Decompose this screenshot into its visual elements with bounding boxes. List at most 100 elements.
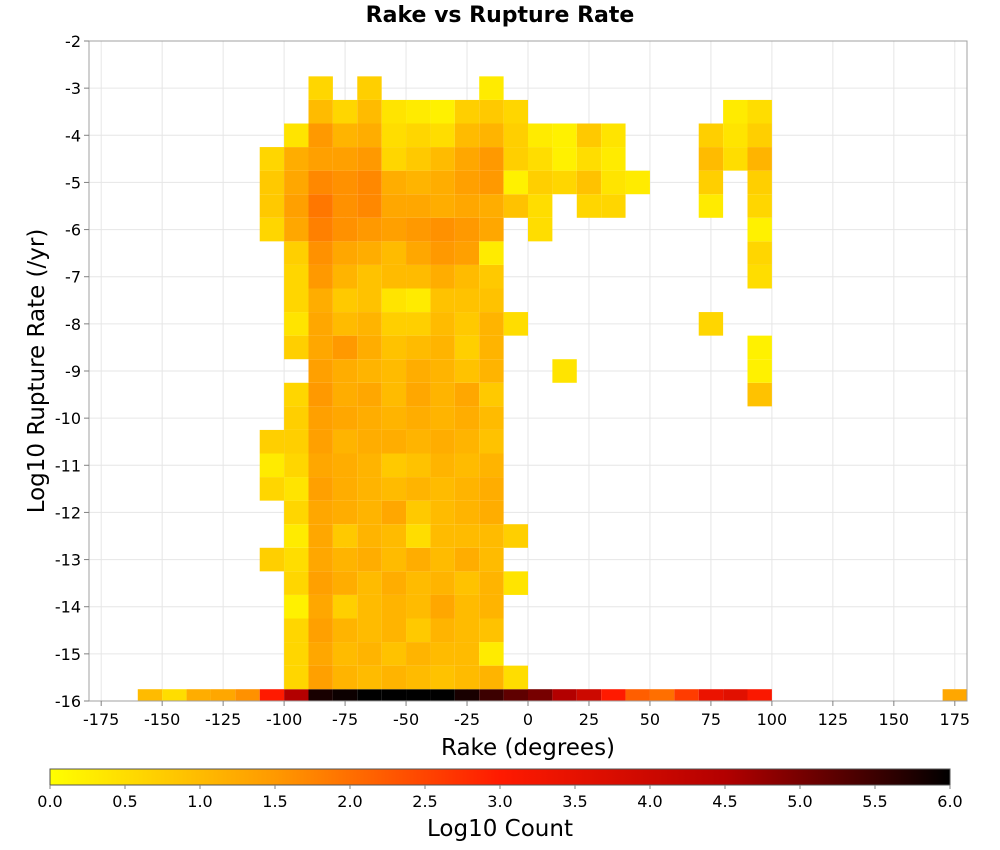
heatmap-cell: [406, 406, 431, 430]
heatmap-cell: [430, 594, 455, 619]
heatmap-cell: [430, 99, 455, 124]
heatmap-cell: [747, 217, 772, 242]
heatmap-cell: [259, 194, 285, 218]
heatmap-cell: [454, 689, 480, 701]
x-tick-label: 100: [757, 710, 788, 729]
heatmap-cell: [503, 123, 528, 148]
heatmap-cell: [381, 312, 407, 336]
heatmap-cell: [528, 194, 553, 218]
heatmap-cell: [332, 335, 358, 360]
heatmap-cell: [381, 618, 407, 643]
heatmap-cell: [479, 477, 504, 501]
heatmap-cell: [406, 547, 431, 572]
heatmap-cell: [454, 406, 480, 430]
y-tick-label: -13: [55, 551, 81, 570]
x-tick-label: -75: [332, 710, 358, 729]
heatmap-cell: [503, 665, 528, 690]
heatmap-cell: [332, 194, 358, 218]
heatmap-cell: [308, 524, 333, 548]
heatmap-cell: [259, 689, 285, 701]
heatmap-cell: [308, 99, 333, 124]
heatmap-cell: [674, 689, 699, 701]
heatmap-cell: [357, 524, 382, 548]
heatmap-cell: [503, 571, 528, 595]
heatmap-cell: [332, 524, 358, 548]
heatmap-cell: [381, 689, 407, 701]
heatmap-cell: [284, 123, 309, 148]
colorbar-tick-label: 5.0: [787, 792, 812, 811]
heatmap-cell: [308, 429, 333, 454]
heatmap-cell: [284, 689, 309, 701]
heatmap-cell: [430, 194, 455, 218]
heatmap-cell: [162, 689, 187, 701]
heatmap-cell: [406, 477, 431, 501]
heatmap-cell: [381, 477, 407, 501]
colorbar-tick-label: 4.5: [712, 792, 737, 811]
heatmap-cell: [454, 618, 480, 643]
heatmap-cell: [137, 689, 163, 701]
heatmap-cell: [406, 288, 431, 313]
heatmap-cell: [381, 170, 407, 195]
heatmap-cell: [357, 618, 382, 643]
heatmap-cell: [381, 453, 407, 478]
colorbar-label: Log10 Count: [427, 816, 573, 842]
heatmap-cell: [479, 618, 504, 643]
heatmap-cell: [479, 689, 504, 701]
heatmap-cell: [210, 689, 236, 701]
heatmap-cell: [430, 571, 455, 595]
heatmap-cell: [528, 217, 553, 242]
heatmap-cell: [308, 571, 333, 595]
heatmap-cell: [332, 618, 358, 643]
heatmap-cell: [381, 406, 407, 430]
heatmap-cell: [503, 147, 528, 171]
y-tick-label: -16: [55, 692, 81, 711]
heatmap-cell: [332, 547, 358, 572]
heatmap-cell: [357, 194, 382, 218]
heatmap-cell: [406, 99, 431, 124]
heatmap-cell: [552, 123, 577, 148]
heatmap-cell: [747, 335, 772, 360]
heatmap-cell: [284, 642, 309, 666]
heatmap-cell: [381, 194, 407, 218]
heatmap-cell: [406, 264, 431, 289]
heatmap-cell: [284, 571, 309, 595]
heatmap-cell: [332, 594, 358, 619]
heatmap-cell: [479, 288, 504, 313]
heatmap-cell: [454, 594, 480, 619]
heatmap-cell: [576, 689, 602, 701]
heatmap-cell: [503, 99, 528, 124]
heatmap-cell: [332, 477, 358, 501]
heatmap-cell: [357, 99, 382, 124]
heatmap-cell: [747, 147, 772, 171]
heatmap-cell: [284, 547, 309, 572]
heatmap-cell: [332, 359, 358, 383]
heatmap-cell: [479, 264, 504, 289]
heatmap-cell: [479, 147, 504, 171]
heatmap-cell: [357, 547, 382, 572]
y-tick-label: -11: [55, 456, 81, 475]
heatmap-cell: [430, 288, 455, 313]
heatmap-cell: [332, 571, 358, 595]
heatmap-cell: [479, 76, 504, 100]
heatmap-cell: [284, 382, 309, 407]
heatmap-cell: [479, 429, 504, 454]
heatmap-cell: [552, 689, 577, 701]
heatmap-cell: [479, 359, 504, 383]
y-tick-label: -10: [55, 409, 81, 428]
y-tick-label: -15: [55, 645, 81, 664]
x-tick-label: -50: [393, 710, 419, 729]
heatmap-cell: [284, 429, 309, 454]
heatmap-cell: [357, 170, 382, 195]
colorbar-tick-label: 2.0: [337, 792, 362, 811]
heatmap-cell: [430, 642, 455, 666]
heatmap-cell: [698, 194, 724, 218]
x-tick-label: -100: [266, 710, 302, 729]
heatmap-cell: [357, 477, 382, 501]
heatmap-cell: [381, 429, 407, 454]
heatmap-cell: [723, 99, 748, 124]
heatmap-cell: [625, 689, 650, 701]
heatmap-cell: [381, 500, 407, 525]
heatmap-cell: [747, 241, 772, 265]
heatmap-cell: [332, 500, 358, 525]
heatmap-cell: [454, 524, 480, 548]
